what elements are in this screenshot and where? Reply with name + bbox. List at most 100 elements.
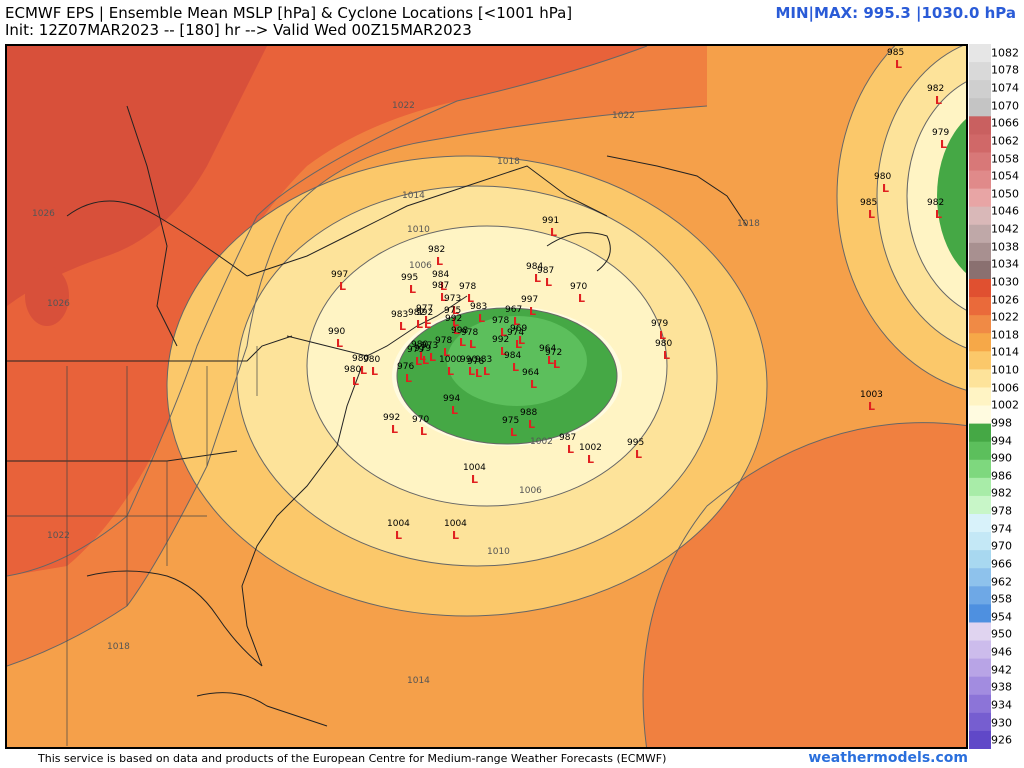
cyclone-pressure-label: 1004 [463, 463, 486, 473]
low-marker-icon: L [416, 318, 423, 331]
low-marker-icon: L [935, 94, 942, 107]
field-994 [447, 316, 587, 406]
contour-labels: 1026 1026 1022 1022 1018 1014 1010 1006 1002 1006… [32, 101, 760, 686]
cyclone-pressure-label: 984 [504, 351, 521, 361]
cyclone-pressure-label: 982 [927, 198, 944, 208]
low-marker-icon: L [371, 365, 378, 378]
cyclone-pressure-label: 985 [860, 198, 877, 208]
colorbar-swatch [969, 351, 991, 370]
cyclone-pressure-label: 992 [492, 335, 509, 345]
cyclone-pressure-label: 970 [570, 282, 587, 292]
map-subtitle: Init: 12Z07MAR2023 -- [180] hr --> Valid… [5, 21, 472, 39]
cyclone-pressure-label: 978 [492, 316, 509, 326]
colorbar-label: 946 [991, 645, 1012, 659]
low-marker-icon: L [422, 354, 429, 367]
isobar-lines [7, 46, 966, 747]
colorbar-swatch [969, 604, 991, 623]
colorbar-label: 962 [991, 575, 1012, 589]
colorbar-labels: 1082 1078 1074 1070 1066 1062 1058 1054 1050 1046… [991, 44, 1024, 749]
colorbar-swatch [969, 315, 991, 334]
colorbar-label: 986 [991, 469, 1012, 483]
colorbar-swatch [969, 206, 991, 226]
cyclone-pressure-label: 980 [655, 339, 672, 349]
cyclone-pressure-label: 964 [522, 368, 539, 378]
low-marker-icon: L [478, 312, 485, 325]
low-marker-icon: L [475, 367, 482, 380]
colorbar-label: 1062 [991, 134, 1019, 148]
brand-link[interactable]: weathermodels.com [808, 750, 968, 766]
colorbar-swatch [969, 676, 991, 696]
cyclone-pressure-label: 973 [421, 341, 438, 351]
cyclone-pressure-label: 980 [411, 340, 428, 350]
colorbar-swatch [969, 532, 991, 551]
colorbar-swatch [969, 694, 991, 714]
low-marker-icon: L [440, 291, 447, 304]
colorbar-label: 974 [991, 522, 1012, 536]
cyclone-markers: 985L982L979L980L985L982L982L991L987L995L… [328, 48, 949, 542]
low-marker-icon: L [935, 208, 942, 221]
cyclone-pressure-label: 970 [412, 415, 429, 425]
colorbar-swatch [969, 260, 991, 280]
cyclone-pressure-label: 978 [461, 328, 478, 338]
low-marker-icon: L [663, 349, 670, 362]
colorbar-label: 934 [991, 698, 1012, 712]
colorbar-label: 1074 [991, 81, 1019, 95]
colorbar-label: 1018 [991, 328, 1019, 342]
low-marker-icon: L [534, 272, 541, 285]
low-marker-icon: L [895, 58, 902, 71]
low-marker-icon: L [545, 276, 552, 289]
isobar-label: 1026 [32, 209, 55, 219]
colorbar-label: 1030 [991, 275, 1019, 289]
colorbar-label: 1042 [991, 222, 1019, 236]
cyclone-pressure-label: 987 [537, 266, 554, 276]
cyclone-pressure-label: 983 [475, 355, 492, 365]
isobar-label: 1018 [737, 219, 760, 229]
cyclone-pressure-label: 980 [363, 355, 380, 365]
colorbar-label: 994 [991, 434, 1012, 448]
low-marker-icon: L [440, 280, 447, 293]
low-marker-icon: L [452, 529, 459, 542]
cyclone-pressure-label: 983 [391, 310, 408, 320]
low-marker-icon: L [391, 423, 398, 436]
field-1026b [25, 266, 69, 326]
field-ne-998 [937, 118, 966, 274]
colorbar-swatch [969, 514, 991, 533]
field-1026 [7, 46, 267, 306]
isobar-label: 1022 [47, 531, 70, 541]
low-marker-icon: L [515, 338, 522, 351]
cyclone-pressure-label: 982 [408, 308, 425, 318]
cyclone-pressure-label: 969 [510, 324, 527, 334]
low-marker-icon: L [429, 351, 436, 364]
colorbar-swatch [969, 170, 991, 190]
low-marker-icon: L [500, 326, 507, 339]
colorbar-label: 1054 [991, 169, 1019, 183]
pressure-map: 1026 1026 1022 1022 1018 1014 1010 1006 1002 1006… [5, 44, 968, 749]
low-marker-icon: L [547, 354, 554, 367]
state-borders [7, 346, 258, 746]
low-marker-icon: L [405, 372, 412, 385]
colorbar-swatch [969, 441, 991, 461]
colorbar-swatch [969, 423, 991, 443]
low-marker-icon: L [424, 314, 431, 327]
cyclone-pressure-label: 992 [383, 413, 400, 423]
low-marker-icon: L [451, 404, 458, 417]
low-marker-icon: L [518, 334, 525, 347]
cyclone-pressure-label: 984 [432, 270, 449, 280]
colorbar-swatch [969, 188, 991, 208]
colorbar-label: 958 [991, 592, 1012, 606]
low-marker-icon: L [447, 365, 454, 378]
colorbar-label: 1050 [991, 187, 1019, 201]
isobar-label: 1002 [530, 437, 553, 447]
isobar-label: 1006 [409, 261, 432, 271]
low-marker-icon: L [352, 375, 359, 388]
low-marker-icon: L [424, 318, 431, 331]
cyclone-pressure-label: 992 [416, 308, 433, 318]
colorbar-label: 1002 [991, 398, 1019, 412]
colorbar-swatch [969, 640, 991, 660]
colorbar-label: 998 [991, 416, 1012, 430]
cyclone-pressure-label: 972 [545, 348, 562, 358]
cyclone-pressure-label: 994 [443, 394, 460, 404]
colorbar-swatch [969, 134, 991, 153]
colorbar-label: 1006 [991, 381, 1019, 395]
cyclone-pressure-label: 1002 [579, 443, 602, 453]
